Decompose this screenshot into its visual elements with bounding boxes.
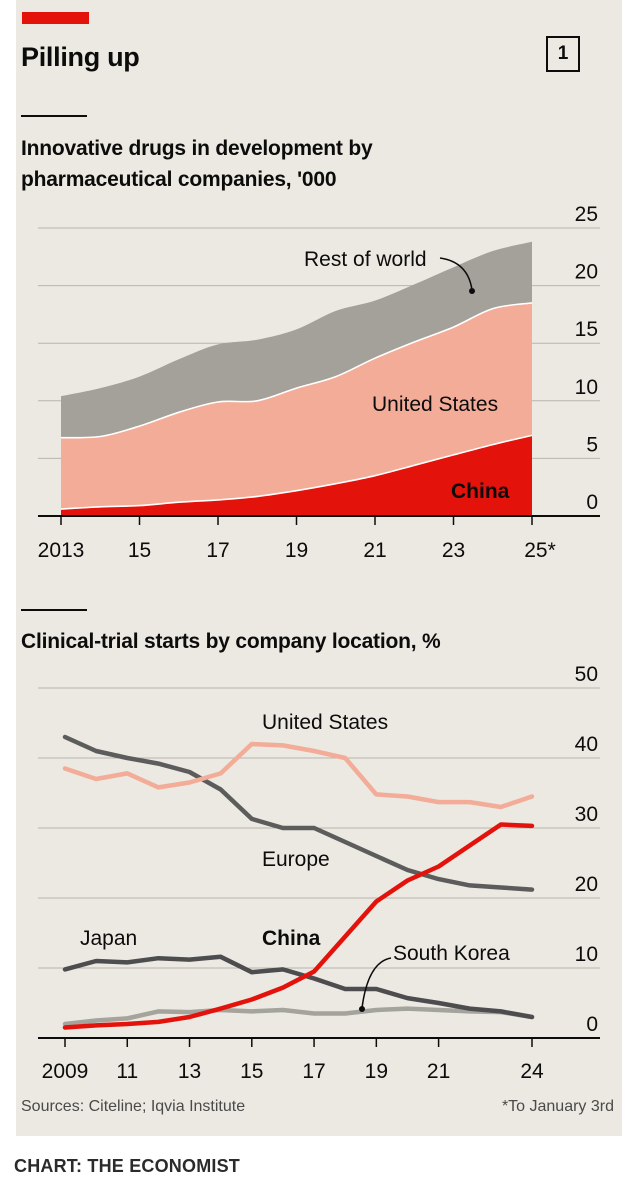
x-tick-label: 11 (116, 1060, 138, 1083)
x-tick-label: 21 (363, 539, 386, 562)
south-korea-pointer-dot (359, 1006, 365, 1012)
sources-note: Sources: Citeline; Iqvia Institute (21, 1098, 246, 1115)
x-tick-label: 21 (427, 1060, 450, 1083)
x-tick-label: 19 (285, 539, 308, 562)
united-states-label: United States (372, 393, 498, 416)
y-tick-label: 0 (586, 491, 598, 514)
china-line-label: China (262, 927, 321, 950)
x-tick-label: 2013 (38, 539, 85, 562)
area-boundary-united-states (60, 302, 533, 439)
y-tick-label: 20 (575, 873, 598, 896)
chart2-subtitle: Clinical-trial starts by company locatio… (21, 630, 441, 653)
series-line-united-states (62, 741, 535, 810)
y-tick-label: 10 (575, 943, 598, 966)
x-tick-label: 2009 (42, 1060, 89, 1083)
x-tick-label: 25* (524, 539, 556, 562)
europe-line-label: Europe (262, 848, 330, 871)
series-line-europe (62, 734, 535, 892)
area-chart-svg: 0 5 10 15 20 25 2013 15 17 19 21 23 25* Rest of world… (38, 203, 600, 562)
y-tick-label: 20 (575, 261, 598, 284)
y-tick-label: 15 (575, 318, 598, 341)
south-korea-line-label: South Korea (393, 942, 510, 965)
chart-credit: CHART: THE ECONOMIST (14, 1156, 240, 1176)
x-tick-label: 17 (206, 539, 229, 562)
chart-title: Pilling up (21, 42, 140, 72)
subtitle-rule-bottom (21, 609, 87, 611)
y-tick-label: 30 (575, 803, 598, 826)
rest-of-world-pointer-dot (469, 288, 475, 294)
x-tick-label: 13 (178, 1060, 201, 1083)
y-tick-label: 50 (575, 663, 598, 686)
x-tick-label: 23 (442, 539, 465, 562)
y-tick-label: 40 (575, 733, 598, 756)
united-states-line-label: United States (262, 711, 388, 734)
x-tick-label: 24 (520, 1060, 544, 1083)
area-boundary-china (60, 434, 533, 510)
china-label: China (451, 480, 510, 503)
x-tick-label: 19 (365, 1060, 388, 1083)
y-tick-label: 10 (575, 376, 598, 399)
rest-of-world-pointer (439, 257, 473, 291)
south-korea-pointer (361, 957, 392, 1009)
rest-of-world-label: Rest of world (304, 248, 427, 271)
area-china (61, 435, 532, 516)
chart1-subtitle: Innovative drugs in development by pharm… (21, 137, 373, 191)
footnote: *To January 3rd (501, 1098, 614, 1115)
area-united-states (61, 302, 532, 516)
series-line-china (62, 822, 535, 1030)
series-line-south-korea (62, 1006, 535, 1027)
y-tick-label: 25 (575, 203, 598, 226)
x-tick-label: 17 (302, 1060, 325, 1083)
accent-bar (22, 12, 89, 24)
series-line-japan (62, 954, 535, 1020)
chart-number-badge: 1 (546, 36, 580, 72)
x-tick-label: 15 (240, 1060, 263, 1083)
y-tick-label: 0 (586, 1013, 598, 1036)
y-tick-label: 5 (586, 433, 598, 456)
subtitle-rule-top (21, 115, 87, 117)
x-tick-label: 15 (128, 539, 151, 562)
chart-panel (16, 0, 622, 1136)
japan-line-label: Japan (80, 927, 137, 950)
